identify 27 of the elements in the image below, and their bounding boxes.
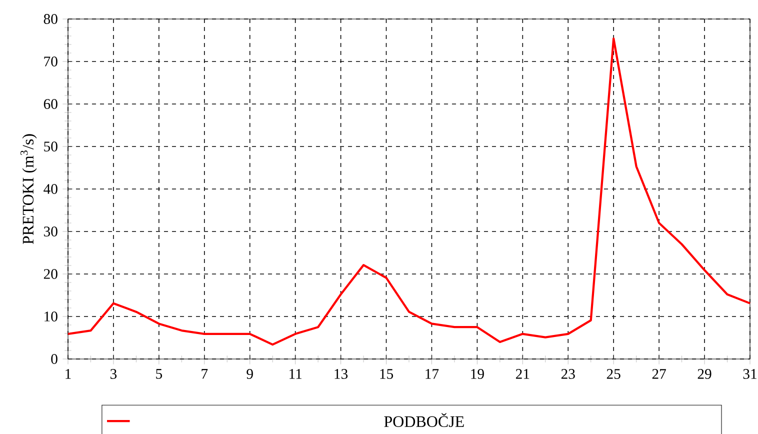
y-tick-label: 0 <box>51 354 58 364</box>
y-tick-label: 10 <box>44 312 58 322</box>
text: PODBOČJE <box>384 413 464 428</box>
y-tick-label: 70 <box>44 56 58 66</box>
x-tick-label: 19 <box>471 369 484 379</box>
x-tick-label: 7 <box>202 369 208 379</box>
x-tick-label: 31 <box>743 369 756 379</box>
x-tick-label: 27 <box>652 369 666 379</box>
y-tick-label: 30 <box>44 226 58 236</box>
x-tick-label: 3 <box>110 369 117 379</box>
y-tick-label: 80 <box>44 14 58 24</box>
y-tick-label: 20 <box>44 269 58 279</box>
y-tick-label: 50 <box>44 142 58 152</box>
x-tick-label: 9 <box>246 369 253 379</box>
x-tick-label: 11 <box>290 369 302 379</box>
y-tick-label: 60 <box>44 99 58 109</box>
x-tick-label: 5 <box>156 369 162 379</box>
y-axis-title: PRETOKI (m$^{3}$/s) <box>20 134 37 244</box>
x-tick-label: 13 <box>334 369 348 379</box>
x-tick-label: 21 <box>516 369 530 379</box>
x-tick-label: 1 <box>66 369 71 379</box>
y-tick-label: 40 <box>44 184 58 194</box>
x-tick-label: 25 <box>606 369 620 379</box>
x-tick-label: 17 <box>426 369 439 379</box>
x-tick-label: 29 <box>698 369 712 379</box>
x-tick-label: 15 <box>380 369 394 379</box>
x-tick-label: 23 <box>561 369 575 379</box>
